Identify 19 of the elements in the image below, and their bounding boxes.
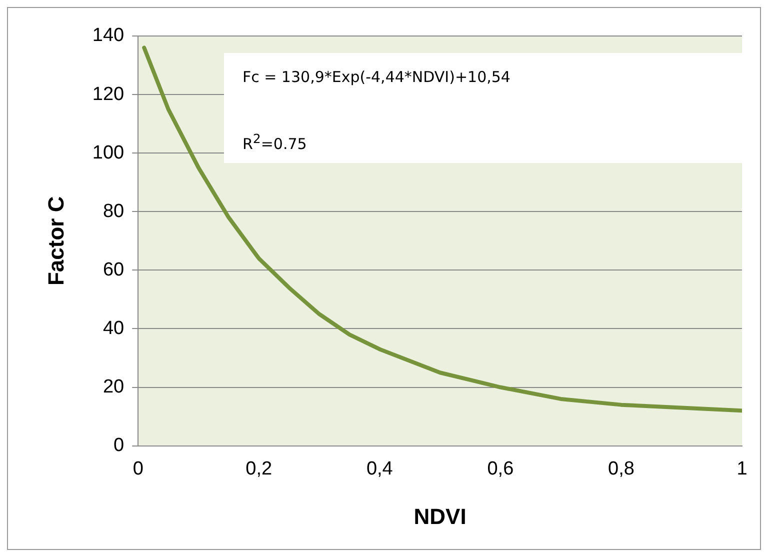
- y-tick-label: 100: [92, 142, 124, 164]
- y-tick-label: 60: [102, 259, 124, 280]
- x-tick-label: 0,8: [608, 458, 634, 480]
- y-tick-label: 120: [92, 84, 124, 105]
- y-tick-label: 140: [92, 25, 124, 46]
- x-axis-title: NDVI: [414, 504, 466, 529]
- x-tick-label: 0: [132, 458, 144, 480]
- y-tick-label: 40: [102, 318, 124, 339]
- y-tick-label: 0: [114, 435, 124, 456]
- y-axis-title: Factor C: [43, 196, 68, 286]
- annotation: Fc = 130,9*Exp(-4,44*NDVI)+10,54: [242, 67, 512, 88]
- x-tick-label: 0,6: [487, 458, 514, 480]
- annotation: R$^{2}$=0.75: [242, 130, 308, 155]
- x-tick-label: 0,2: [246, 458, 272, 480]
- x-tick-label: 0,4: [366, 458, 394, 480]
- note-box: Fc = 130,9*Exp(-4,44*NDVI)+10,54 R$^{2}$=0.75: [224, 53, 742, 163]
- y-tick-label: 20: [102, 376, 124, 398]
- x-tick-label: 1: [736, 458, 748, 480]
- y-tick-label: 80: [102, 200, 124, 222]
